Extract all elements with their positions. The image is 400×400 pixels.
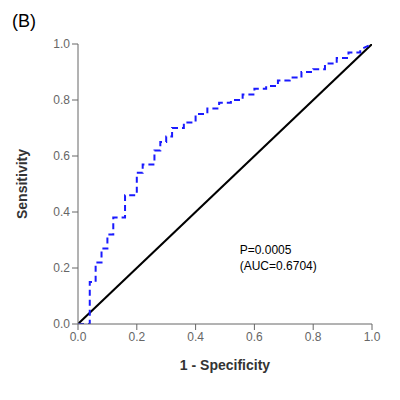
html-text:(AUC=0.6704): (AUC=0.6704)	[239, 258, 317, 273]
svg-text:0.0: 0.0	[53, 317, 70, 331]
svg-text:0.6: 0.6	[246, 330, 263, 344]
svg-text:0.8: 0.8	[305, 330, 322, 344]
svg-text:0.0: 0.0	[70, 330, 87, 344]
svg-text:0.4: 0.4	[187, 330, 204, 344]
html-text:(B): (B)	[12, 11, 36, 31]
svg-text:0.2: 0.2	[128, 330, 145, 344]
svg-text:1.0: 1.0	[364, 330, 381, 344]
svg-text:0.4: 0.4	[53, 205, 70, 219]
html-text:P=0.0005: P=0.0005	[239, 242, 292, 257]
svg-text:1 - Specificity: 1 - Specificity	[180, 357, 270, 373]
svg-text:0.8: 0.8	[53, 93, 70, 107]
svg-text:Sensitivity: Sensitivity	[14, 149, 30, 219]
svg-text:0.6: 0.6	[53, 149, 70, 163]
svg-text:0.2: 0.2	[53, 261, 70, 275]
svg-text:1.0: 1.0	[53, 37, 70, 51]
